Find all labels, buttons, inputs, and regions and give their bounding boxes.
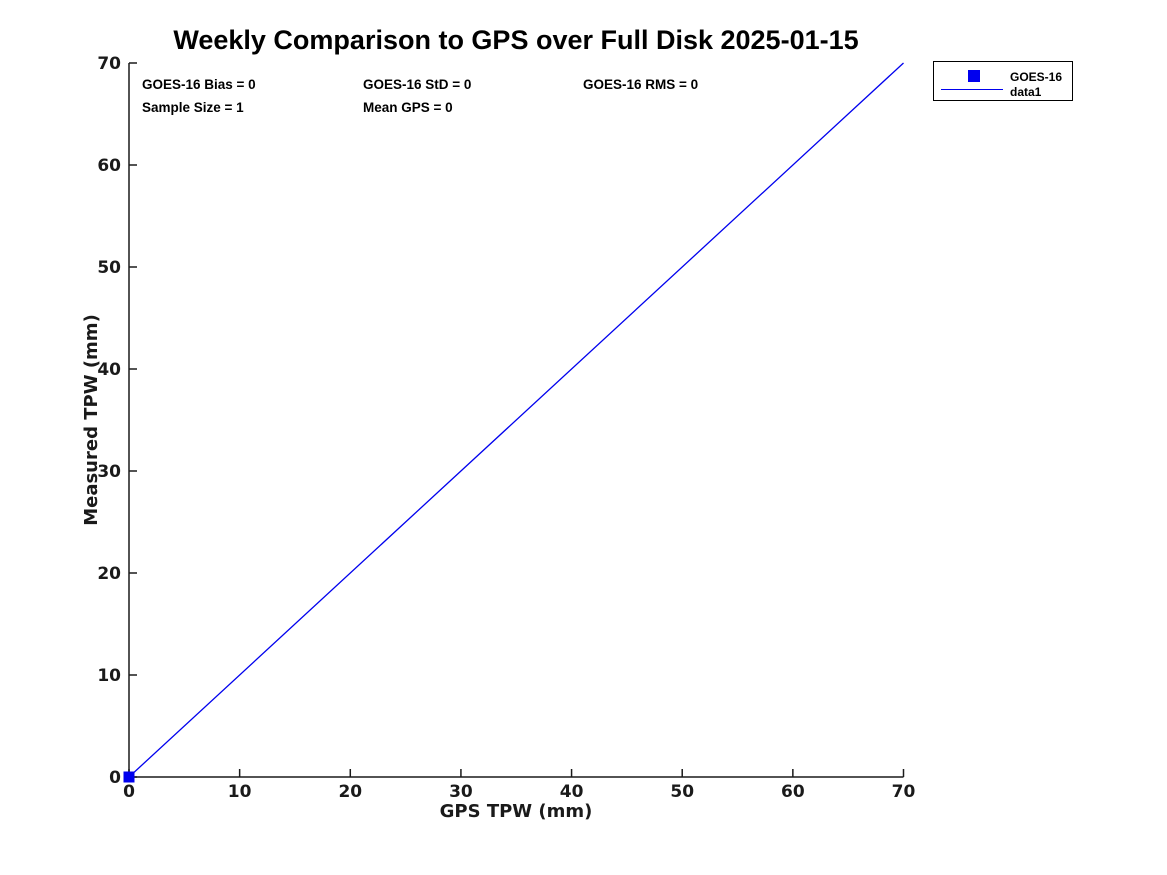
y-tick-label: 0 (109, 768, 121, 788)
x-tick-label: 40 (560, 782, 584, 802)
stat-sample-size: Sample Size = 1 (142, 100, 244, 115)
x-tick-label: 20 (338, 782, 362, 802)
y-tick-label: 70 (97, 54, 121, 74)
stat-bias: GOES-16 Bias = 0 (142, 77, 256, 92)
stat-rms: GOES-16 RMS = 0 (583, 77, 699, 92)
legend-box: GOES-16 data1 (933, 61, 1073, 101)
y-tick-label: 30 (97, 462, 121, 482)
legend-label-data1: data1 (1010, 85, 1042, 99)
stat-std: GOES-16 StD = 0 (363, 77, 472, 92)
x-tick-label: 50 (670, 782, 694, 802)
x-tick-label: 70 (892, 782, 916, 802)
y-axis-label: Measured TPW (mm) (81, 314, 102, 526)
x-tick-label: 30 (449, 782, 473, 802)
x-tick-label: 10 (228, 782, 252, 802)
y-tick-label: 20 (97, 564, 121, 584)
y-tick-label: 50 (97, 258, 121, 278)
data-line-data1 (128, 62, 904, 778)
y-tick-label: 10 (97, 666, 121, 686)
y-tick-label: 40 (97, 360, 121, 380)
legend-square-marker-icon (968, 70, 980, 82)
x-tick-label: 0 (123, 782, 135, 802)
x-tick-label: 60 (781, 782, 805, 802)
legend-label-goes16: GOES-16 (1010, 70, 1063, 84)
chart-title: Weekly Comparison to GPS over Full Disk … (173, 25, 859, 55)
data-point-marker-GOES-16 (123, 771, 135, 783)
x-axis-label: GPS TPW (mm) (439, 801, 593, 822)
legend-line-icon (941, 89, 1003, 90)
stat-mean-gps: Mean GPS = 0 (363, 100, 453, 115)
y-tick-label: 60 (97, 156, 121, 176)
